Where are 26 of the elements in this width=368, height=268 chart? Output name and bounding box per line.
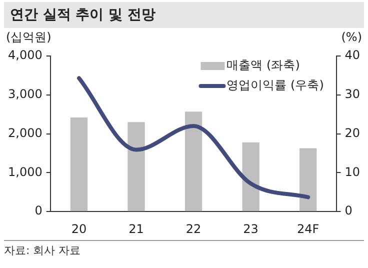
x-tick-label: 21 (128, 222, 144, 236)
y-tick-label: 0 (34, 204, 42, 218)
bar (128, 122, 145, 212)
y2-tick-label: 10 (344, 164, 360, 179)
x-tick-label: 20 (71, 222, 87, 236)
y-axis-title: (십억원) (6, 30, 52, 44)
y-tick-label: 1,000 (8, 164, 42, 179)
y-tick-label: 3,000 (8, 87, 42, 102)
x-tick-label: 23 (243, 222, 258, 236)
y-tick-label: 2,000 (8, 126, 42, 140)
x-tick-label: 22 (186, 222, 202, 236)
bar (300, 148, 317, 212)
bar (242, 142, 260, 212)
y2-tick-label: 0 (344, 204, 352, 218)
x-tick-label: 24F (297, 222, 320, 236)
chart-title: 연간 실적 추이 및 전망 (4, 2, 364, 28)
y2-tick-label: 30 (344, 87, 360, 102)
bar (70, 117, 88, 212)
y2-tick-label: 40 (344, 48, 360, 62)
y-tick-label: 4,000 (8, 48, 42, 62)
legend-label: 매출액 (좌축) (226, 58, 300, 72)
text: 자료: 회사 자료 (4, 240, 364, 258)
y2-tick-label: 20 (344, 126, 360, 140)
bar (184, 112, 202, 212)
y2-axis-title: (%) (341, 30, 362, 44)
legend-label: 영업이익률 (우축) (226, 78, 324, 92)
